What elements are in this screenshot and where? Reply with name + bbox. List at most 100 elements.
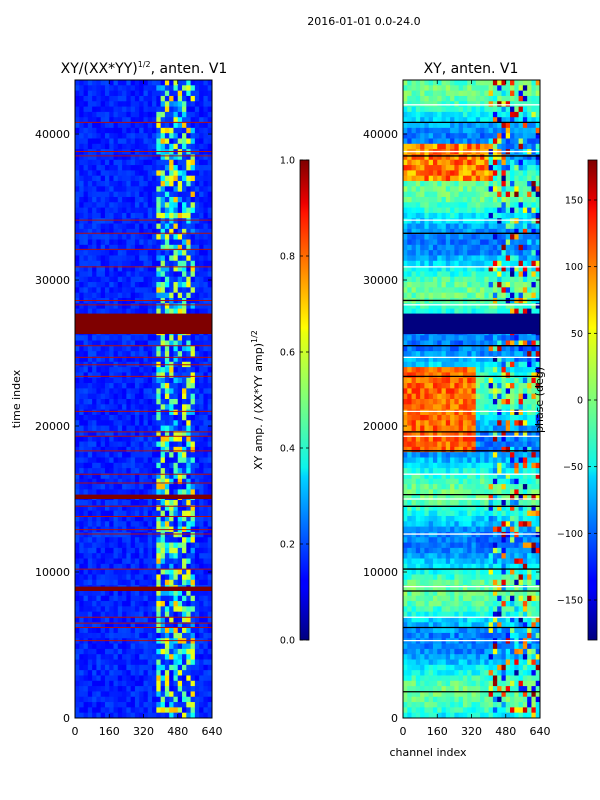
heatmap-cell [462, 143, 468, 150]
heatmap-cell [407, 154, 412, 161]
heatmap-cell [164, 196, 170, 203]
heatmap-cell [156, 191, 162, 198]
heatmap-cell [87, 393, 93, 400]
heatmap-cell [92, 664, 97, 671]
heatmap-cell [432, 95, 438, 102]
heatmap-cell [424, 122, 430, 129]
heatmap-cell [75, 686, 80, 692]
heatmap-cell [518, 218, 524, 224]
heatmap-cell [156, 228, 162, 235]
heatmap-cell [190, 138, 196, 145]
heatmap-cell [100, 473, 106, 480]
heatmap-cell [92, 691, 97, 698]
heatmap-cell [147, 531, 153, 538]
heatmap-cell [87, 351, 93, 357]
heatmap-cell [160, 500, 166, 506]
heatmap-cell [104, 627, 110, 634]
heatmap-cell [186, 207, 191, 214]
heatmap-cell [445, 117, 451, 123]
heatmap-cell [83, 595, 89, 602]
heatmap-cell [134, 606, 140, 613]
heatmap-cell [428, 223, 434, 230]
heatmap-cell [407, 239, 412, 246]
heatmap-cell [173, 696, 179, 703]
heatmap-cell [437, 159, 442, 166]
heatmap-cell [445, 101, 451, 107]
heatmap-cell [177, 266, 183, 272]
heatmap-cell [454, 101, 460, 107]
heatmap-cell [75, 468, 80, 474]
heatmap-cell [173, 345, 179, 352]
heatmap-cell [75, 234, 80, 240]
heatmap-cell [411, 223, 417, 230]
heatmap-cell [169, 425, 174, 432]
heatmap-cell [113, 569, 119, 575]
heatmap-cell [199, 127, 204, 134]
heatmap-cell [147, 111, 153, 118]
heatmap-cell [87, 345, 93, 352]
heatmap-cell [514, 170, 519, 177]
heatmap-cell [130, 601, 136, 607]
heatmap-cell [83, 707, 89, 714]
heatmap-cell [182, 308, 187, 315]
heatmap-cell [424, 207, 430, 214]
heatmap-cell [134, 345, 140, 352]
heatmap-cell [471, 138, 477, 145]
heatmap-cell [160, 127, 166, 134]
heatmap-cell [194, 712, 200, 719]
heatmap-cell [497, 202, 502, 208]
heatmap-cell [164, 547, 170, 554]
heatmap-cell [403, 133, 408, 139]
heatmap-cell [83, 276, 89, 283]
heatmap-cell [134, 287, 140, 294]
heatmap-cell [104, 351, 110, 357]
heatmap-cell [113, 404, 119, 411]
heatmap-cell [177, 303, 183, 310]
heatmap-cell [104, 686, 110, 692]
heatmap-cell [164, 266, 170, 272]
heatmap-cell [117, 632, 123, 639]
heatmap-cell [182, 446, 187, 453]
heatmap-cell [126, 250, 132, 256]
heatmap-cell [190, 606, 196, 613]
heatmap-cell [415, 127, 421, 134]
heatmap-cell [113, 563, 119, 570]
heatmap-cell [445, 181, 451, 187]
heatmap-cell [190, 393, 196, 400]
heatmap-cell [160, 85, 166, 92]
heatmap-cell [156, 340, 162, 347]
heatmap-cell [139, 345, 144, 352]
heatmap-cell [462, 207, 468, 214]
heatmap-cell [535, 191, 541, 198]
heatmap-cell [531, 165, 537, 171]
heatmap-cell [79, 664, 84, 671]
heatmap-cell [177, 595, 183, 602]
heatmap-cell [96, 377, 102, 384]
heatmap-cell [147, 367, 153, 373]
heatmap-cell [92, 292, 97, 299]
heatmap-cell [83, 345, 89, 352]
heatmap-cell [194, 111, 200, 118]
heatmap-cell [203, 133, 209, 139]
heatmap-cell [134, 383, 140, 389]
heatmap-cell [510, 127, 515, 134]
flagged-band [75, 313, 212, 335]
heatmap-cell [424, 196, 430, 203]
heatmap-cell [122, 218, 127, 224]
heatmap-cell [147, 234, 153, 240]
heatmap-cell [134, 340, 140, 347]
heatmap-cell [522, 218, 528, 224]
heatmap-cell [100, 170, 106, 177]
heatmap-cell [152, 542, 157, 549]
heatmap-cell [173, 266, 179, 272]
heatmap-cell [109, 154, 114, 161]
heatmap-cell [79, 436, 84, 442]
heatmap-cell [169, 165, 174, 171]
heatmap-cell [177, 563, 183, 570]
heatmap-cell [432, 154, 438, 161]
heatmap-cell [505, 186, 511, 193]
heatmap-cell [92, 202, 97, 208]
heatmap-cell [100, 175, 106, 182]
heatmap-cell [437, 90, 442, 97]
heatmap-cell [186, 648, 191, 655]
